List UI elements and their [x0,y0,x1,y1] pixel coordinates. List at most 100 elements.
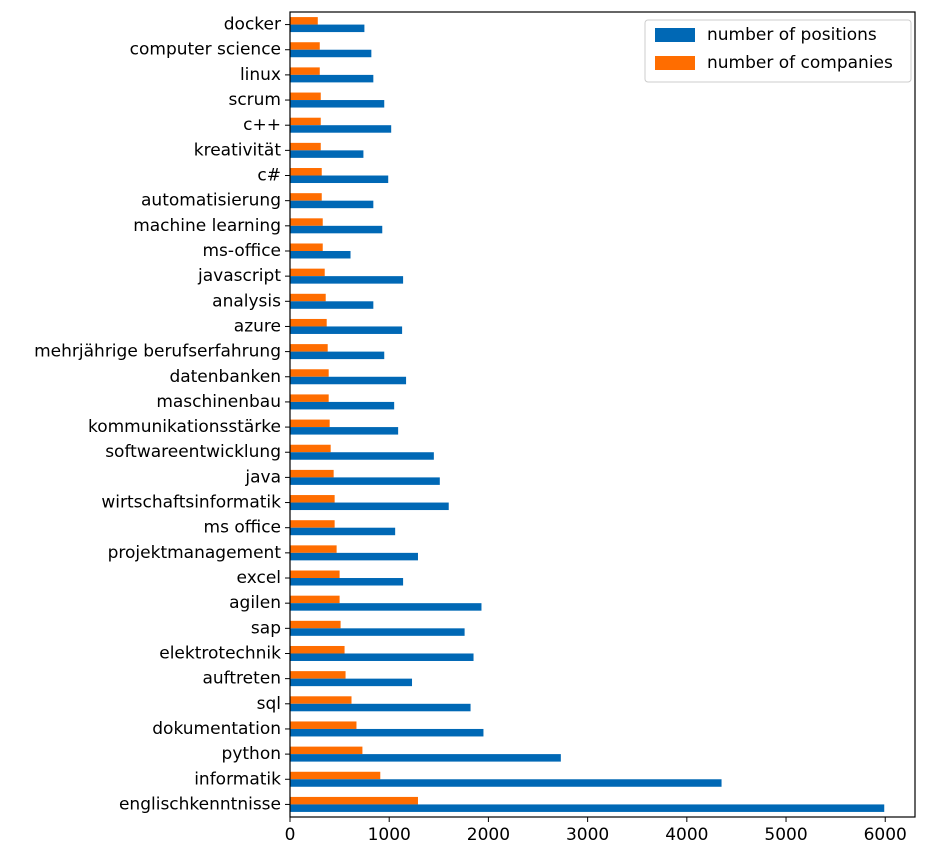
category-label-computer-science: computer science [130,40,281,60]
bar-companies-kreativit-t [290,142,321,151]
bar-positions-javascript [290,276,404,284]
category-label-elektrotechnik: elektrotechnik [159,643,281,663]
bar-companies-englischkenntnisse [290,796,418,805]
bar-positions-informatik [290,779,722,787]
bar-companies-softwareentwicklung [290,444,331,453]
bar-companies-azure [290,318,327,327]
x-tick-label-4000: 4000 [665,825,708,845]
bar-companies-sap [290,620,341,629]
bar-positions-dokumentation [290,728,484,737]
bar-positions-c [290,125,392,133]
x-tick-label-1000: 1000 [368,825,411,845]
legend-label-companies: number of companies [707,53,893,73]
plot-frame [289,11,916,818]
bar-companies-linux [290,67,320,75]
category-label-informatik: informatik [194,769,281,789]
category-label-machine-learning: machine learning [133,216,281,236]
bar-companies-analysis [290,293,326,302]
bar-companies-c [290,168,322,176]
x-tick-label-3000: 3000 [566,825,609,845]
category-label-python: python [222,744,281,764]
bar-companies-ms-office [290,520,335,528]
category-labels: englischkenntnisse informatik python dokume… [34,15,290,814]
category-label-linux: linux [240,65,281,85]
bar-companies-projektmanagement [290,545,337,553]
category-label-projektmanagement: projektmanagement [108,543,282,563]
bar-positions-elektrotechnik [290,653,474,661]
bar-positions-sap [290,628,465,636]
category-label-ms-office: ms-office [202,241,281,261]
x-tick-label-2000: 2000 [467,825,510,845]
category-label-excel: excel [237,568,281,588]
bar-positions-c [290,175,389,184]
bar-positions-azure [290,326,403,334]
bar-positions-scrum [290,100,385,108]
bar-positions-agilen [290,603,482,611]
bar-companies-scrum [290,92,321,101]
bar-companies-excel [290,570,340,579]
category-label-dokumentation: dokumentation [152,719,281,739]
category-label-englischkenntnisse: englischkenntnisse [119,794,281,814]
bar-positions-ms-office [290,527,396,536]
category-label-mehrj-hrige-berufserfahrung: mehrjährige berufserfahrung [34,342,281,362]
bar-companies-ms-office [290,243,323,251]
category-label-wirtschaftsinformatik: wirtschaftsinformatik [101,493,281,513]
x-axis-ticks: 0 1000 2000 3000 4000 5000 6000 [285,817,907,845]
legend-label-positions: number of positions [707,25,877,45]
legend-swatch-positions [655,28,695,42]
category-label-javascript: javascript [197,266,281,286]
bar-positions-projektmanagement [290,552,418,561]
bar-companies-wirtschaftsinformatik [290,495,335,503]
bar-positions-sql [290,703,471,712]
bar-companies-informatik [290,771,381,780]
category-label-docker: docker [224,15,281,35]
bar-positions-ms-office [290,250,351,259]
bar-positions-auftreten [290,678,413,687]
bar-positions-automatisierung [290,200,374,209]
category-label-c: c# [257,166,281,186]
category-label-kommunikationsst-rke: kommunikationsstärke [88,417,281,437]
category-label-analysis: analysis [212,291,281,311]
category-label-maschinenbau: maschinenbau [156,392,281,412]
bar-companies-maschinenbau [290,394,329,402]
bar-positions-maschinenbau [290,401,395,410]
category-label-kreativit-t: kreativität [194,140,282,160]
category-label-c: c++ [243,115,281,135]
bar-positions-wirtschaftsinformatik [290,502,449,511]
bar-positions-englischkenntnisse [290,804,885,812]
bar-companies-docker [290,17,318,25]
bar-companies-datenbanken [290,369,329,377]
bar-positions-java [290,477,440,485]
bar-positions-kreativit-t [290,150,364,158]
category-label-ms-office: ms office [204,518,281,538]
bar-positions-mehrj-hrige-berufserfahrung [290,351,385,360]
bar-positions-softwareentwicklung [290,452,434,460]
legend: number of positions number of companies [644,19,912,83]
bar-positions-machine-learning [290,225,383,234]
bar-companies-c [290,117,321,126]
category-label-auftreten: auftreten [202,669,281,689]
bar-companies-agilen [290,595,340,604]
category-label-softwareentwicklung: softwareentwicklung [105,442,281,462]
legend-swatch-companies [655,56,695,70]
bar-positions-linux [290,74,374,83]
x-tick-label-5000: 5000 [764,825,807,845]
bar-companies-auftreten [290,671,346,679]
bar-positions-python [290,754,561,762]
x-tick-label-6000: 6000 [864,825,907,845]
bar-positions-analysis [290,301,374,309]
category-label-sap: sap [251,618,281,638]
bar-positions-kommunikationsst-rke [290,427,399,435]
bar-companies-mehrj-hrige-berufserfahrung [290,344,328,352]
bar-companies-java [290,469,334,478]
bar-companies-machine-learning [290,218,323,226]
category-label-automatisierung: automatisierung [141,191,281,211]
bar-companies-python [290,746,363,755]
bar-positions-docker [290,24,365,33]
category-label-azure: azure [234,316,281,336]
category-label-datenbanken: datenbanken [169,367,281,387]
category-label-sql: sql [257,694,281,714]
bar-companies-computer-science [290,42,320,50]
bar-companies-sql [290,696,352,704]
